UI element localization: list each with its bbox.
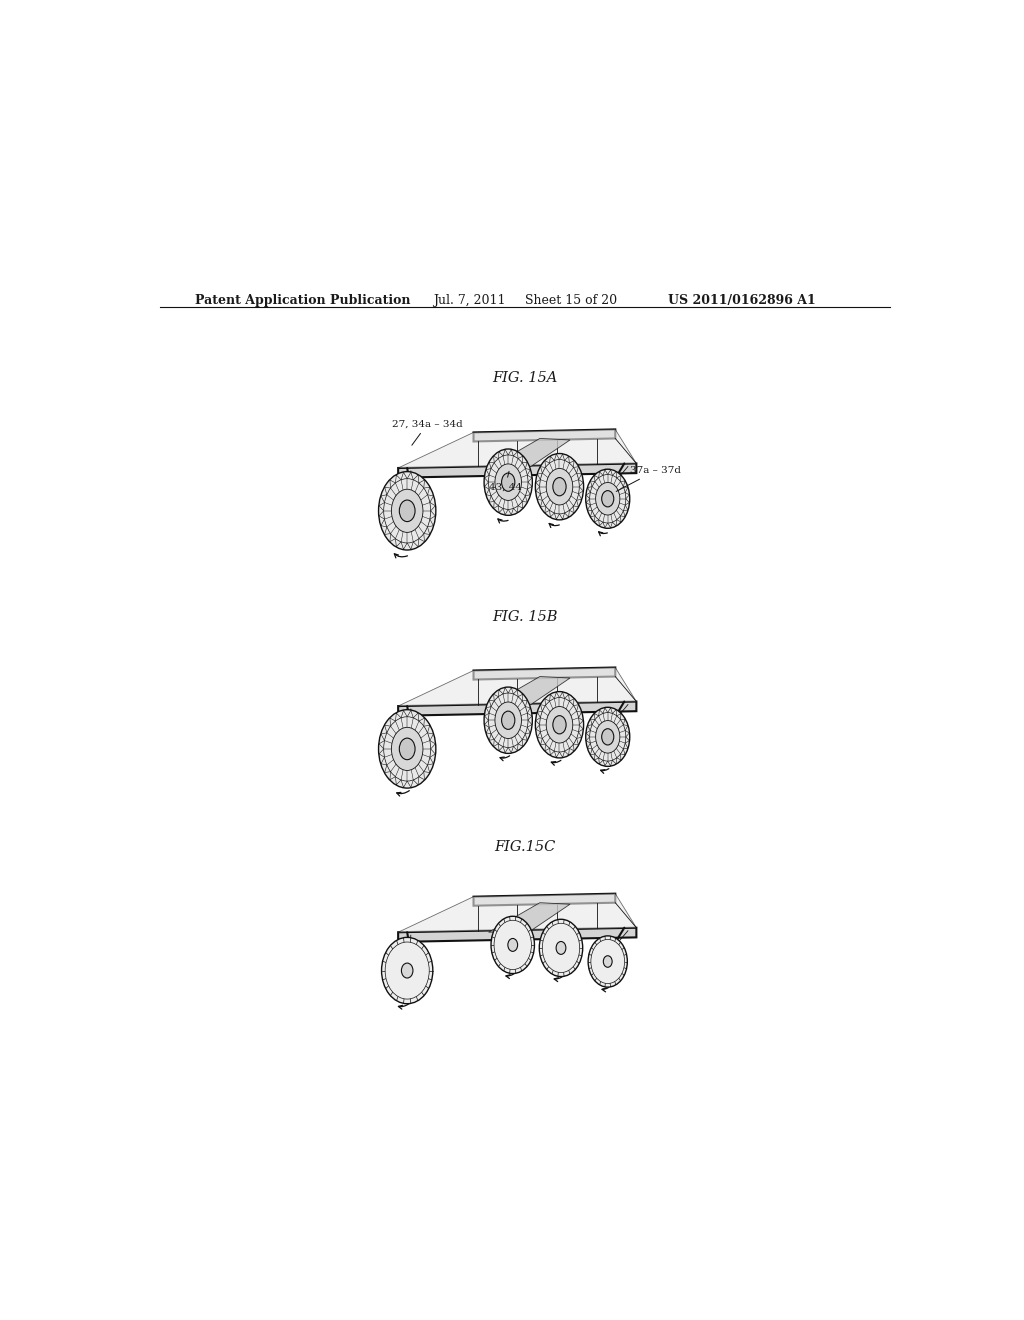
Ellipse shape [502, 473, 515, 491]
Ellipse shape [586, 708, 630, 767]
Text: 27, 34a – 34d: 27, 34a – 34d [392, 420, 463, 445]
Ellipse shape [540, 697, 580, 752]
Ellipse shape [492, 916, 535, 974]
Ellipse shape [384, 479, 431, 543]
Ellipse shape [391, 490, 423, 532]
Ellipse shape [546, 706, 572, 743]
Polygon shape [488, 438, 570, 469]
Ellipse shape [385, 942, 429, 999]
Ellipse shape [399, 738, 415, 760]
Text: Jul. 7, 2011: Jul. 7, 2011 [433, 294, 506, 308]
Ellipse shape [401, 964, 413, 978]
Ellipse shape [495, 702, 521, 738]
Text: Patent Application Publication: Patent Application Publication [196, 294, 411, 308]
Ellipse shape [586, 469, 630, 528]
Ellipse shape [488, 693, 528, 747]
Ellipse shape [391, 727, 423, 771]
Ellipse shape [536, 454, 584, 520]
Ellipse shape [553, 478, 566, 496]
Text: 37a – 37d: 37a – 37d [616, 466, 681, 491]
Ellipse shape [540, 459, 580, 513]
Polygon shape [398, 463, 636, 478]
Text: FIG. 15B: FIG. 15B [493, 610, 557, 623]
Ellipse shape [591, 940, 625, 983]
Ellipse shape [399, 500, 415, 521]
Ellipse shape [590, 474, 626, 523]
Ellipse shape [590, 713, 626, 762]
Text: 43, 44: 43, 44 [488, 471, 521, 492]
Text: FIG.15C: FIG.15C [495, 840, 555, 854]
Polygon shape [488, 677, 570, 706]
Polygon shape [398, 701, 636, 715]
Ellipse shape [488, 455, 528, 510]
Ellipse shape [536, 692, 584, 758]
Polygon shape [473, 429, 615, 441]
Ellipse shape [596, 721, 620, 754]
Ellipse shape [384, 717, 431, 781]
Ellipse shape [553, 715, 566, 734]
Text: US 2011/0162896 A1: US 2011/0162896 A1 [668, 294, 815, 308]
Polygon shape [473, 668, 615, 680]
Ellipse shape [596, 483, 620, 515]
Polygon shape [398, 894, 636, 932]
Ellipse shape [603, 956, 612, 968]
Ellipse shape [494, 920, 531, 970]
Ellipse shape [508, 939, 517, 952]
Text: FIG. 15A: FIG. 15A [493, 371, 557, 385]
Polygon shape [398, 668, 636, 706]
Ellipse shape [495, 463, 521, 500]
Ellipse shape [556, 941, 566, 954]
Ellipse shape [484, 688, 532, 754]
Ellipse shape [602, 729, 613, 744]
Polygon shape [488, 903, 570, 932]
Ellipse shape [588, 936, 628, 987]
Polygon shape [398, 928, 636, 942]
Ellipse shape [602, 491, 613, 507]
Polygon shape [473, 894, 615, 906]
Ellipse shape [502, 711, 515, 730]
Text: Sheet 15 of 20: Sheet 15 of 20 [524, 294, 616, 308]
Ellipse shape [379, 471, 436, 550]
Ellipse shape [540, 919, 583, 977]
Polygon shape [398, 429, 636, 469]
Ellipse shape [484, 449, 532, 515]
Ellipse shape [382, 937, 433, 1003]
Ellipse shape [543, 923, 580, 973]
Ellipse shape [546, 469, 572, 506]
Ellipse shape [379, 710, 436, 788]
